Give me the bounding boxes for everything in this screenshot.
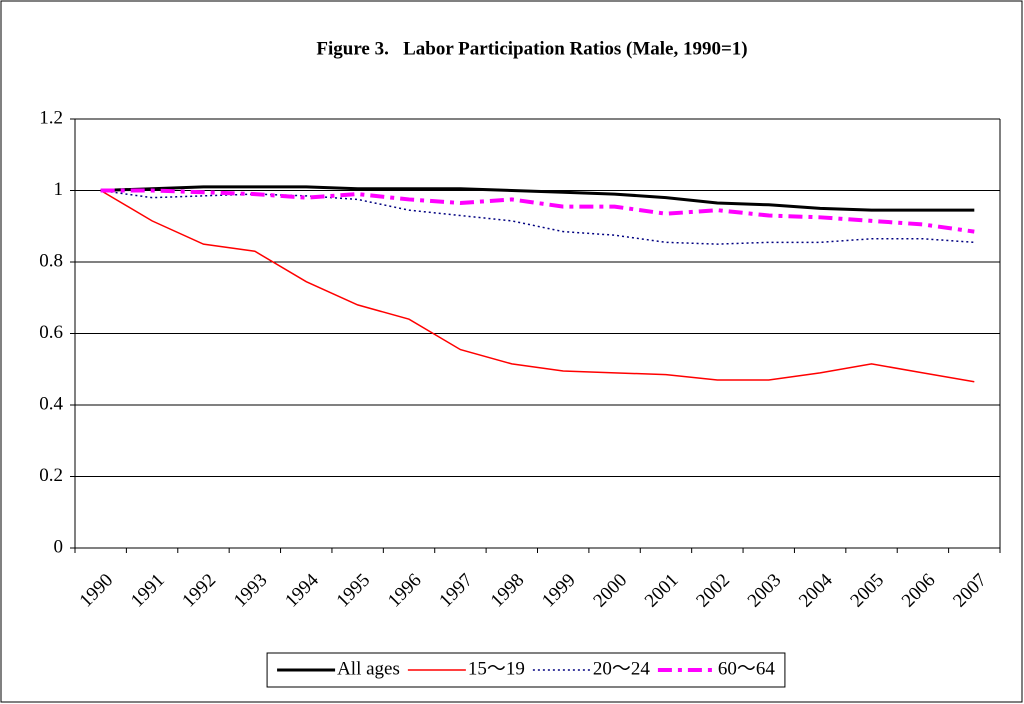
legend-label: 20～24: [593, 658, 651, 679]
series-line: [100, 185, 975, 212]
legend-label: All ages: [337, 658, 400, 679]
y-tick-label: 0: [54, 536, 64, 557]
series-line: [100, 189, 975, 245]
series-line: [100, 188, 975, 234]
series-line: [100, 189, 975, 383]
y-tick-label: 1.2: [39, 107, 63, 128]
y-tick-label: 1: [54, 179, 64, 200]
y-tick-label: 0.8: [39, 250, 63, 271]
y-tick-label: 0.6: [39, 322, 63, 343]
legend-label: 15～19: [468, 658, 525, 679]
legend: All ages 15～19 20～24 60～64: [266, 652, 786, 688]
y-tick-label: 0.2: [39, 465, 63, 486]
legend-label: 60～64: [718, 658, 776, 679]
y-tick-label: 0.4: [39, 393, 63, 414]
chart-title: Figure 3. Labor Participation Ratios (Ma…: [316, 38, 747, 59]
